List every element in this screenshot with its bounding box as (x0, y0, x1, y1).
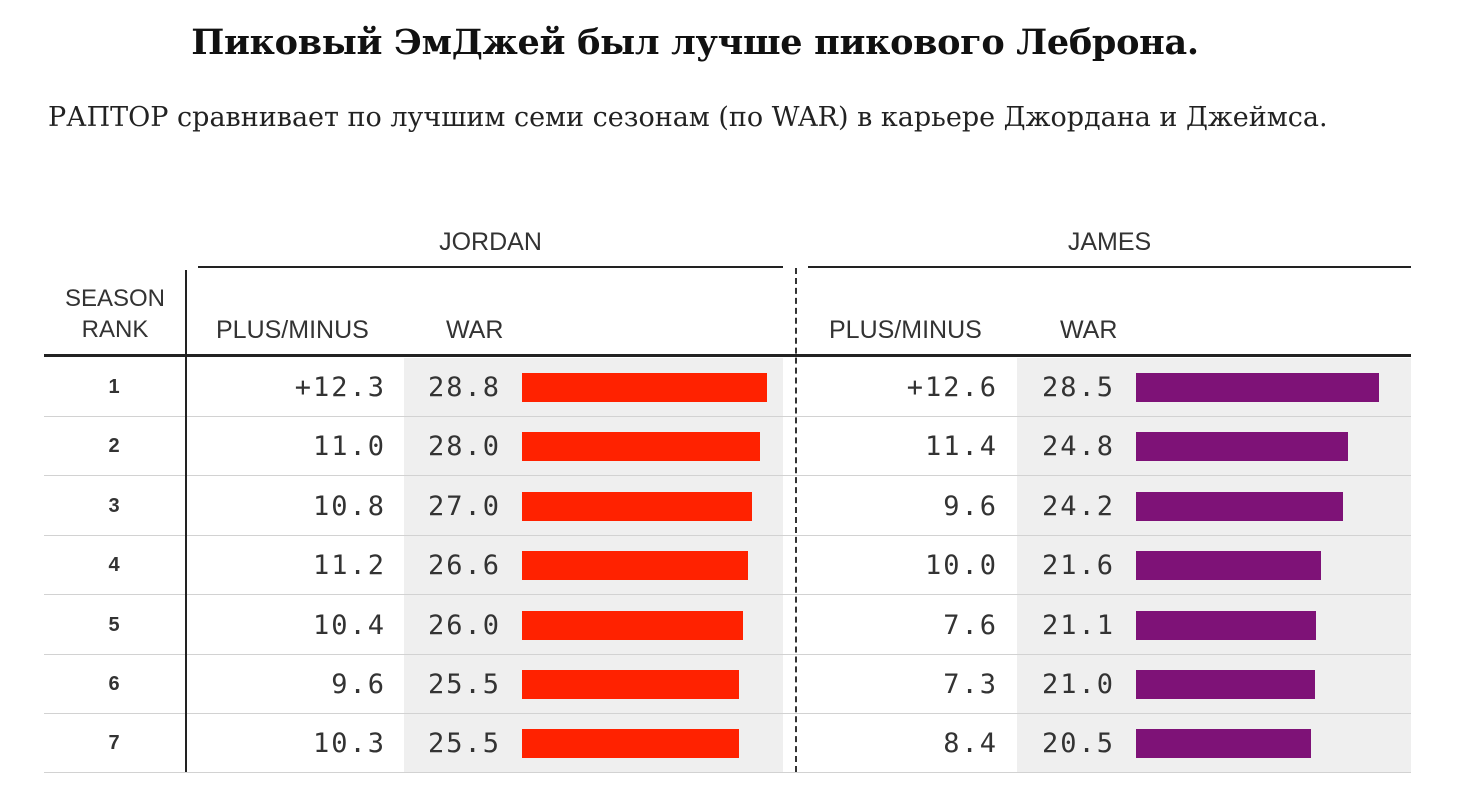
james-war-cell: 24.8 (1042, 431, 1116, 463)
jordan-war-cell: 28.8 (428, 372, 502, 403)
season-rank-cell: 5 (108, 613, 120, 636)
james-war-cell: 24.2 (1042, 490, 1116, 522)
table-row: 3 10.8 27.0 9.6 24.2 (44, 477, 1411, 536)
row-separator (44, 416, 1411, 417)
jordan-war-bar (522, 610, 744, 640)
james-war-bar (1136, 610, 1317, 640)
row-separator (44, 475, 1411, 477)
season-rank-cell: 3 (108, 494, 120, 517)
james-plusminus-cell: 10.0 (924, 550, 998, 582)
player-divider (795, 268, 797, 772)
table-row: 6 9.6 25.5 7.3 21.0 (44, 655, 1411, 714)
jordan-plusminus-cell: +12.3 (294, 372, 386, 403)
jordan-plusminus-cell: 9.6 (331, 669, 386, 700)
james-war-cell: 21.6 (1042, 550, 1116, 582)
james-plusminus-cell: 7.6 (943, 609, 998, 641)
season-rank-cell: 1 (108, 376, 120, 398)
james-war-bar (1136, 729, 1312, 759)
jordan-war-cell: 26.6 (428, 550, 502, 582)
james-war-header: WAR (1060, 316, 1118, 344)
james-war-bar (1136, 670, 1316, 699)
james-war-bar (1136, 373, 1380, 402)
jordan-plusminus-cell: 10.8 (312, 490, 386, 522)
row-separator (44, 534, 1411, 536)
jordan-war-bar (522, 551, 749, 581)
james-plusminus-cell: 11.4 (924, 431, 998, 463)
jordan-war-cell: 25.5 (428, 728, 502, 760)
table-row: 2 11.0 28.0 11.4 24.8 (44, 417, 1411, 477)
jordan-war-bar (522, 432, 761, 462)
season-rank-cell: 2 (108, 435, 120, 458)
row-separator (44, 713, 1411, 714)
jordan-war-cell: 25.5 (428, 669, 502, 700)
jordan-plusminus-cell: 11.0 (312, 431, 386, 463)
chart-title: Пиковый ЭмДжей был лучше пикового Леброн… (191, 22, 1199, 63)
james-plusminus-cell: +12.6 (906, 372, 998, 403)
season-rank-cell: 4 (108, 554, 120, 577)
rank-column-divider (185, 270, 187, 772)
james-plusminus-cell: 8.4 (943, 728, 998, 760)
chart-subtitle: РАПТОР сравнивает по лучшим семи сезонам… (48, 102, 1328, 133)
jordan-war-header: WAR (446, 316, 504, 344)
james-war-bar (1136, 551, 1321, 581)
jordan-header: JORDAN (439, 228, 542, 256)
table-header-rule (44, 354, 1411, 357)
james-war-cell: 21.0 (1042, 669, 1116, 700)
jordan-war-bar (522, 491, 752, 521)
jordan-war-cell: 28.0 (428, 431, 502, 463)
james-header-rule (808, 266, 1411, 268)
james-war-cell: 28.5 (1042, 372, 1116, 403)
row-separator (44, 594, 1411, 596)
table-row: 4 11.2 26.6 10.0 21.6 (44, 536, 1411, 596)
jordan-war-cell: 26.0 (428, 609, 502, 641)
james-plusminus-header: PLUS/MINUS (829, 316, 982, 344)
row-separator (44, 653, 1411, 655)
table-row: 5 10.4 26.0 7.6 21.1 (44, 596, 1411, 655)
jordan-plusminus-cell: 10.3 (312, 728, 386, 760)
jordan-plusminus-cell: 11.2 (312, 550, 386, 582)
jordan-plusminus-header: PLUS/MINUS (216, 316, 369, 344)
jordan-war-bar (522, 373, 767, 402)
james-war-bar (1136, 432, 1348, 462)
jordan-war-bar (522, 729, 739, 759)
season-rank-cell: 7 (108, 732, 120, 755)
james-war-bar (1136, 491, 1343, 521)
jordan-war-cell: 27.0 (428, 490, 502, 522)
row-separator (44, 772, 1411, 774)
james-plusminus-cell: 9.6 (943, 490, 998, 522)
jordan-header-rule (198, 266, 783, 268)
james-header: JAMES (1067, 228, 1152, 256)
season-rank-cell: 6 (108, 673, 120, 695)
season-rank-header: SEASON RANK (64, 285, 166, 343)
table-row: 7 10.3 25.5 8.4 20.5 (44, 714, 1411, 774)
james-war-cell: 20.5 (1042, 728, 1116, 760)
james-war-cell: 21.1 (1042, 609, 1116, 641)
table-row: 1 +12.3 28.8 +12.6 28.5 (44, 358, 1411, 417)
jordan-war-bar (522, 670, 739, 699)
jordan-plusminus-cell: 10.4 (312, 609, 386, 641)
james-plusminus-cell: 7.3 (943, 669, 998, 700)
